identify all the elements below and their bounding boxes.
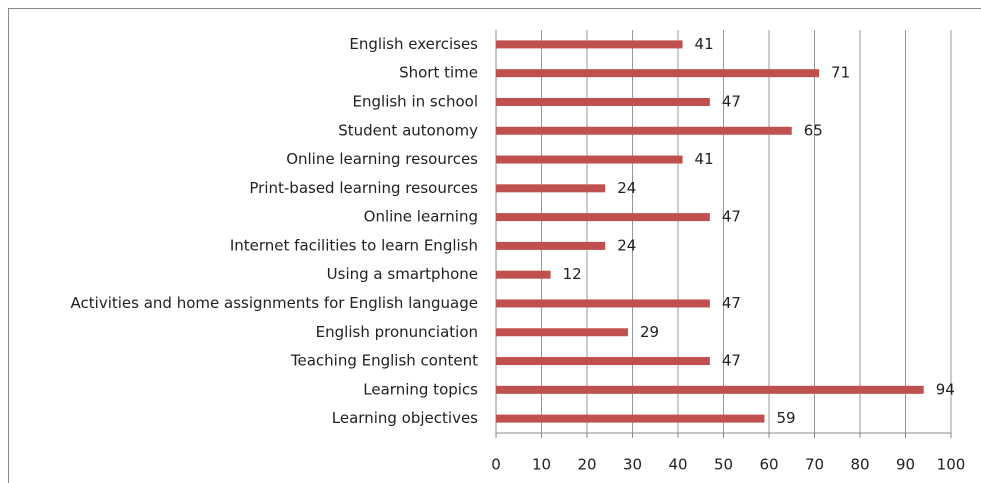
y-tick-label: Online learning resources [286, 150, 478, 168]
bar [496, 155, 683, 164]
data-label: 41 [695, 35, 714, 53]
data-label: 47 [722, 92, 741, 110]
data-label: 59 [776, 409, 795, 427]
bar [496, 184, 606, 193]
bar [496, 385, 924, 394]
x-tick-label: 80 [850, 456, 869, 474]
y-tick-label: Learning topics [363, 380, 478, 398]
x-tick-label: 60 [759, 456, 778, 474]
data-label: 71 [831, 64, 850, 82]
x-tick-label: 100 [937, 456, 966, 474]
y-tick-label: Online learning [364, 208, 478, 226]
bar [496, 328, 628, 337]
data-label: 24 [617, 236, 636, 254]
data-label: 12 [563, 265, 582, 283]
x-tick-label: 90 [896, 456, 915, 474]
x-tick-label: 10 [532, 456, 551, 474]
y-tick-label: Teaching English content [290, 352, 478, 370]
bar [496, 213, 710, 222]
x-tick-label: 50 [714, 456, 733, 474]
bar [496, 97, 710, 106]
y-tick-label: Activities and home assignments for Engl… [71, 294, 478, 312]
y-tick-label: English exercises [349, 35, 478, 53]
data-label: 65 [804, 121, 823, 139]
bar [496, 69, 820, 78]
bar [496, 126, 792, 135]
data-label: 47 [722, 294, 741, 312]
x-tick-label: 30 [623, 456, 642, 474]
x-tick-label: 0 [491, 456, 501, 474]
data-label: 41 [695, 150, 714, 168]
data-label: 24 [617, 179, 636, 197]
y-tick-label: Print-based learning resources [249, 179, 478, 197]
bar [496, 357, 710, 366]
data-label: 94 [936, 380, 955, 398]
y-tick-label: English in school [353, 92, 478, 110]
x-tick-label: 40 [668, 456, 687, 474]
y-tick-label: Short time [399, 64, 478, 82]
y-tick-label: Using a smartphone [327, 265, 478, 283]
x-tick-label: 70 [805, 456, 824, 474]
bar [496, 40, 683, 49]
bar [496, 241, 606, 250]
y-tick-label: Learning objectives [332, 409, 478, 427]
data-label: 47 [722, 208, 741, 226]
data-label: 47 [722, 352, 741, 370]
y-tick-label: Student autonomy [338, 121, 478, 139]
x-tick-label: 20 [577, 456, 596, 474]
chart-frame [8, 8, 981, 483]
y-tick-label: Internet facilities to learn English [230, 236, 478, 254]
bar [496, 414, 765, 423]
data-label: 29 [640, 323, 659, 341]
y-tick-label: English pronunciation [316, 323, 478, 341]
bar [496, 299, 710, 308]
bar [496, 270, 551, 279]
